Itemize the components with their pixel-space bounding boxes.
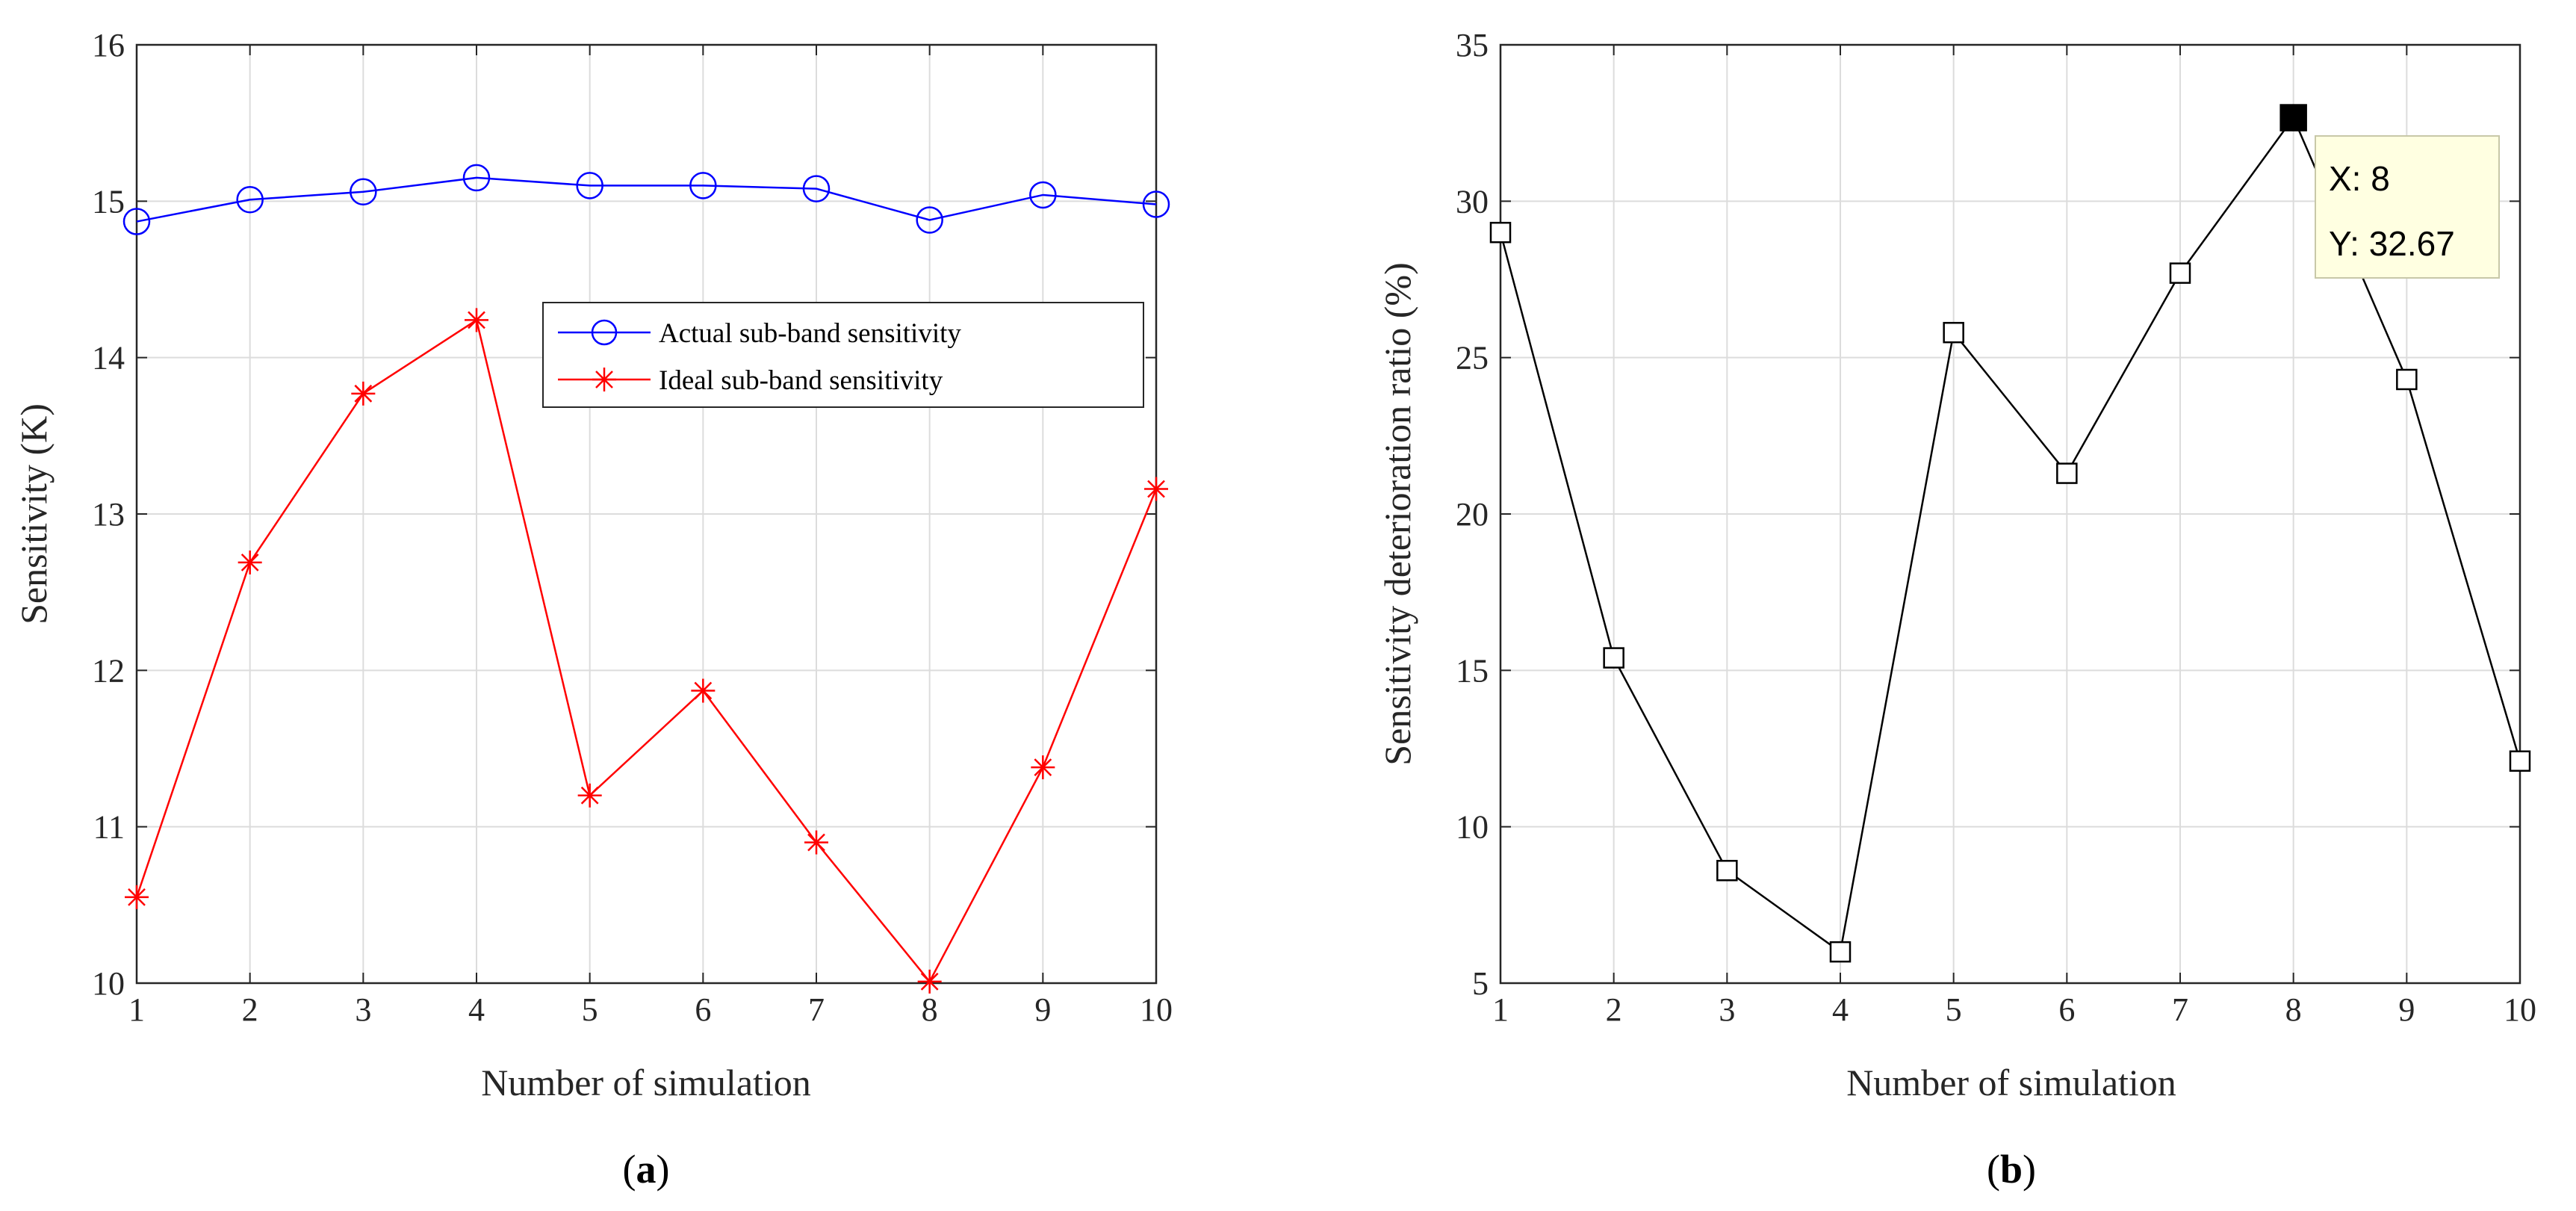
- data-point-circle: [916, 206, 943, 234]
- panel-a-markers: [122, 164, 1170, 994]
- data-point-circle: [576, 172, 603, 199]
- panel-a-caption: (a): [623, 1147, 670, 1192]
- x-tick-label: 8: [2285, 991, 2302, 1028]
- data-point-square: [2396, 368, 2418, 391]
- data-point-square-selected[interactable]: [2279, 104, 2307, 131]
- panel-b-datatip[interactable]: X: 8 Y: 32.67: [2315, 135, 2500, 279]
- y-tick-label: 13: [92, 496, 125, 533]
- y-tick-label: 30: [1456, 183, 1489, 220]
- panel-b: 1 2 3 4 5 6 7 8 9 10 5 10 15 20 25 30 35 X: 8 Y: 32.67 N…: [1377, 27, 2536, 1192]
- x-tick-label: 10: [1140, 991, 1173, 1028]
- data-point-square: [1489, 221, 1512, 244]
- x-tick-label: 1: [128, 991, 145, 1028]
- panel-a-grid: [137, 45, 1156, 983]
- x-tick-label: 3: [355, 991, 371, 1028]
- legend-box: [542, 302, 1144, 408]
- x-tick-label: 5: [582, 991, 598, 1028]
- y-tick-label: 35: [1456, 27, 1489, 64]
- data-point-asterisk: [351, 381, 376, 406]
- panel-b-caption: (b): [1987, 1147, 2036, 1192]
- data-point-asterisk: [238, 550, 262, 574]
- x-tick-label: 3: [1719, 991, 1735, 1028]
- panel-b-markers: [1489, 104, 2531, 963]
- y-tick-label: 25: [1456, 340, 1489, 377]
- x-tick-label: 9: [2398, 991, 2415, 1028]
- panel-a-y-axis-title: Sensitivity (K): [13, 403, 55, 625]
- data-point-circle: [236, 185, 264, 214]
- datatip-box: [2315, 135, 2500, 279]
- x-tick-label: 2: [1606, 991, 1622, 1028]
- data-point-square: [2056, 462, 2078, 484]
- y-tick-label: 15: [92, 183, 125, 220]
- panel-a-legend: Actual sub-band sensitivity Ideal sub-ba…: [542, 302, 1144, 408]
- y-tick-label: 12: [92, 652, 125, 689]
- y-tick-label: 15: [1456, 652, 1489, 689]
- data-point-square: [1603, 647, 1624, 669]
- x-tick-label: 6: [2058, 991, 2075, 1028]
- y-tick-label: 14: [92, 340, 125, 377]
- panel-a-series-lines: [135, 176, 1158, 984]
- series-line-1: [136, 176, 1157, 223]
- x-tick-label: 4: [468, 991, 485, 1028]
- data-point-asterisk: [465, 308, 488, 332]
- panel-b-tick-labels: 1 2 3 4 5 6 7 8 9 10 5 10 15 20 25 30 35: [1456, 27, 2536, 1028]
- legend-label-ideal: Ideal sub-band sensitivity: [659, 365, 943, 396]
- panel-b-ticks: [1500, 44, 2521, 984]
- series-line-2: [135, 318, 1158, 984]
- x-tick-label: 7: [2172, 991, 2188, 1028]
- x-tick-label: 5: [1946, 991, 1962, 1028]
- datatip-y-value: Y: 32.67: [2329, 224, 2455, 263]
- y-tick-label: 16: [92, 27, 125, 64]
- x-tick-label: 2: [242, 991, 258, 1028]
- y-tick-label: 20: [1456, 496, 1489, 533]
- data-point-square: [1829, 941, 1852, 963]
- panel-b-x-axis-title: Number of simulation: [1846, 1062, 2176, 1103]
- x-tick-label: 9: [1034, 991, 1051, 1028]
- x-tick-label: 7: [808, 991, 825, 1028]
- data-point-asterisk: [804, 830, 828, 855]
- data-point-circle: [1142, 191, 1170, 218]
- panel-a-x-axis-title: Number of simulation: [481, 1062, 811, 1103]
- data-point-square: [2509, 750, 2531, 772]
- data-point-asterisk: [917, 969, 942, 994]
- y-tick-label: 5: [1472, 965, 1489, 1002]
- y-tick-label: 10: [1456, 809, 1489, 846]
- y-tick-label: 11: [93, 809, 125, 846]
- panel-b-grid: [1500, 45, 2520, 983]
- data-point-square: [1716, 860, 1738, 882]
- legend-marker-circle-icon: [591, 319, 618, 346]
- legend-label-actual: Actual sub-band sensitivity: [659, 318, 961, 349]
- data-point-asterisk: [691, 678, 716, 703]
- legend-marker-asterisk-icon: [592, 368, 616, 391]
- data-point-asterisk: [1031, 755, 1055, 780]
- x-tick-label: 6: [695, 991, 711, 1028]
- data-point-square: [2169, 262, 2191, 284]
- x-tick-label: 4: [1832, 991, 1849, 1028]
- panel-b-y-axis-title: Sensitivity deterioration ratio (%): [1377, 262, 1418, 765]
- panel-a-ticks: [136, 44, 1157, 984]
- data-point-circle: [802, 175, 831, 202]
- data-point-asterisk: [125, 885, 149, 909]
- datatip-x-value: X: 8: [2329, 159, 2390, 198]
- x-tick-label: 8: [922, 991, 938, 1028]
- x-tick-label: 1: [1492, 991, 1509, 1028]
- data-point-circle: [350, 178, 377, 206]
- data-point-circle: [462, 164, 491, 192]
- data-point-square: [1943, 321, 1964, 344]
- x-tick-label: 10: [2504, 991, 2536, 1028]
- data-point-circle: [1029, 181, 1057, 209]
- data-point-asterisk: [1144, 477, 1168, 501]
- data-point-asterisk: [577, 783, 602, 808]
- data-point-circle: [689, 172, 717, 199]
- y-tick-label: 10: [92, 965, 125, 1002]
- data-point-circle: [122, 208, 151, 235]
